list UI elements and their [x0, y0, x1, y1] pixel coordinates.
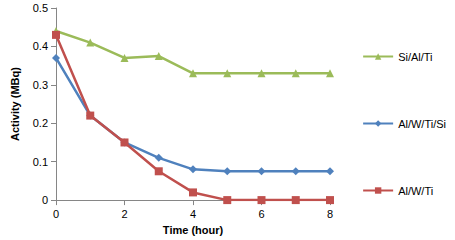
svg-text:2: 2 — [121, 208, 127, 220]
svg-text:4: 4 — [190, 208, 196, 220]
svg-text:Si/Al/Ti: Si/Al/Ti — [398, 51, 432, 63]
svg-text:0.4: 0.4 — [33, 40, 48, 52]
svg-text:8: 8 — [327, 208, 333, 220]
svg-text:0: 0 — [53, 208, 59, 220]
svg-text:Al/W/Ti: Al/W/Ti — [398, 185, 433, 197]
svg-text:6: 6 — [258, 208, 264, 220]
svg-text:0.5: 0.5 — [33, 2, 48, 14]
svg-text:0: 0 — [42, 194, 48, 206]
svg-text:0.2: 0.2 — [33, 117, 48, 129]
svg-text:Al/W/Ti/Si: Al/W/Ti/Si — [398, 118, 446, 130]
svg-text:Activity (MBq): Activity (MBq) — [9, 67, 21, 141]
svg-text:0.3: 0.3 — [33, 79, 48, 91]
svg-text:0.1: 0.1 — [33, 156, 48, 168]
svg-text:Time (hour): Time (hour) — [163, 224, 224, 236]
